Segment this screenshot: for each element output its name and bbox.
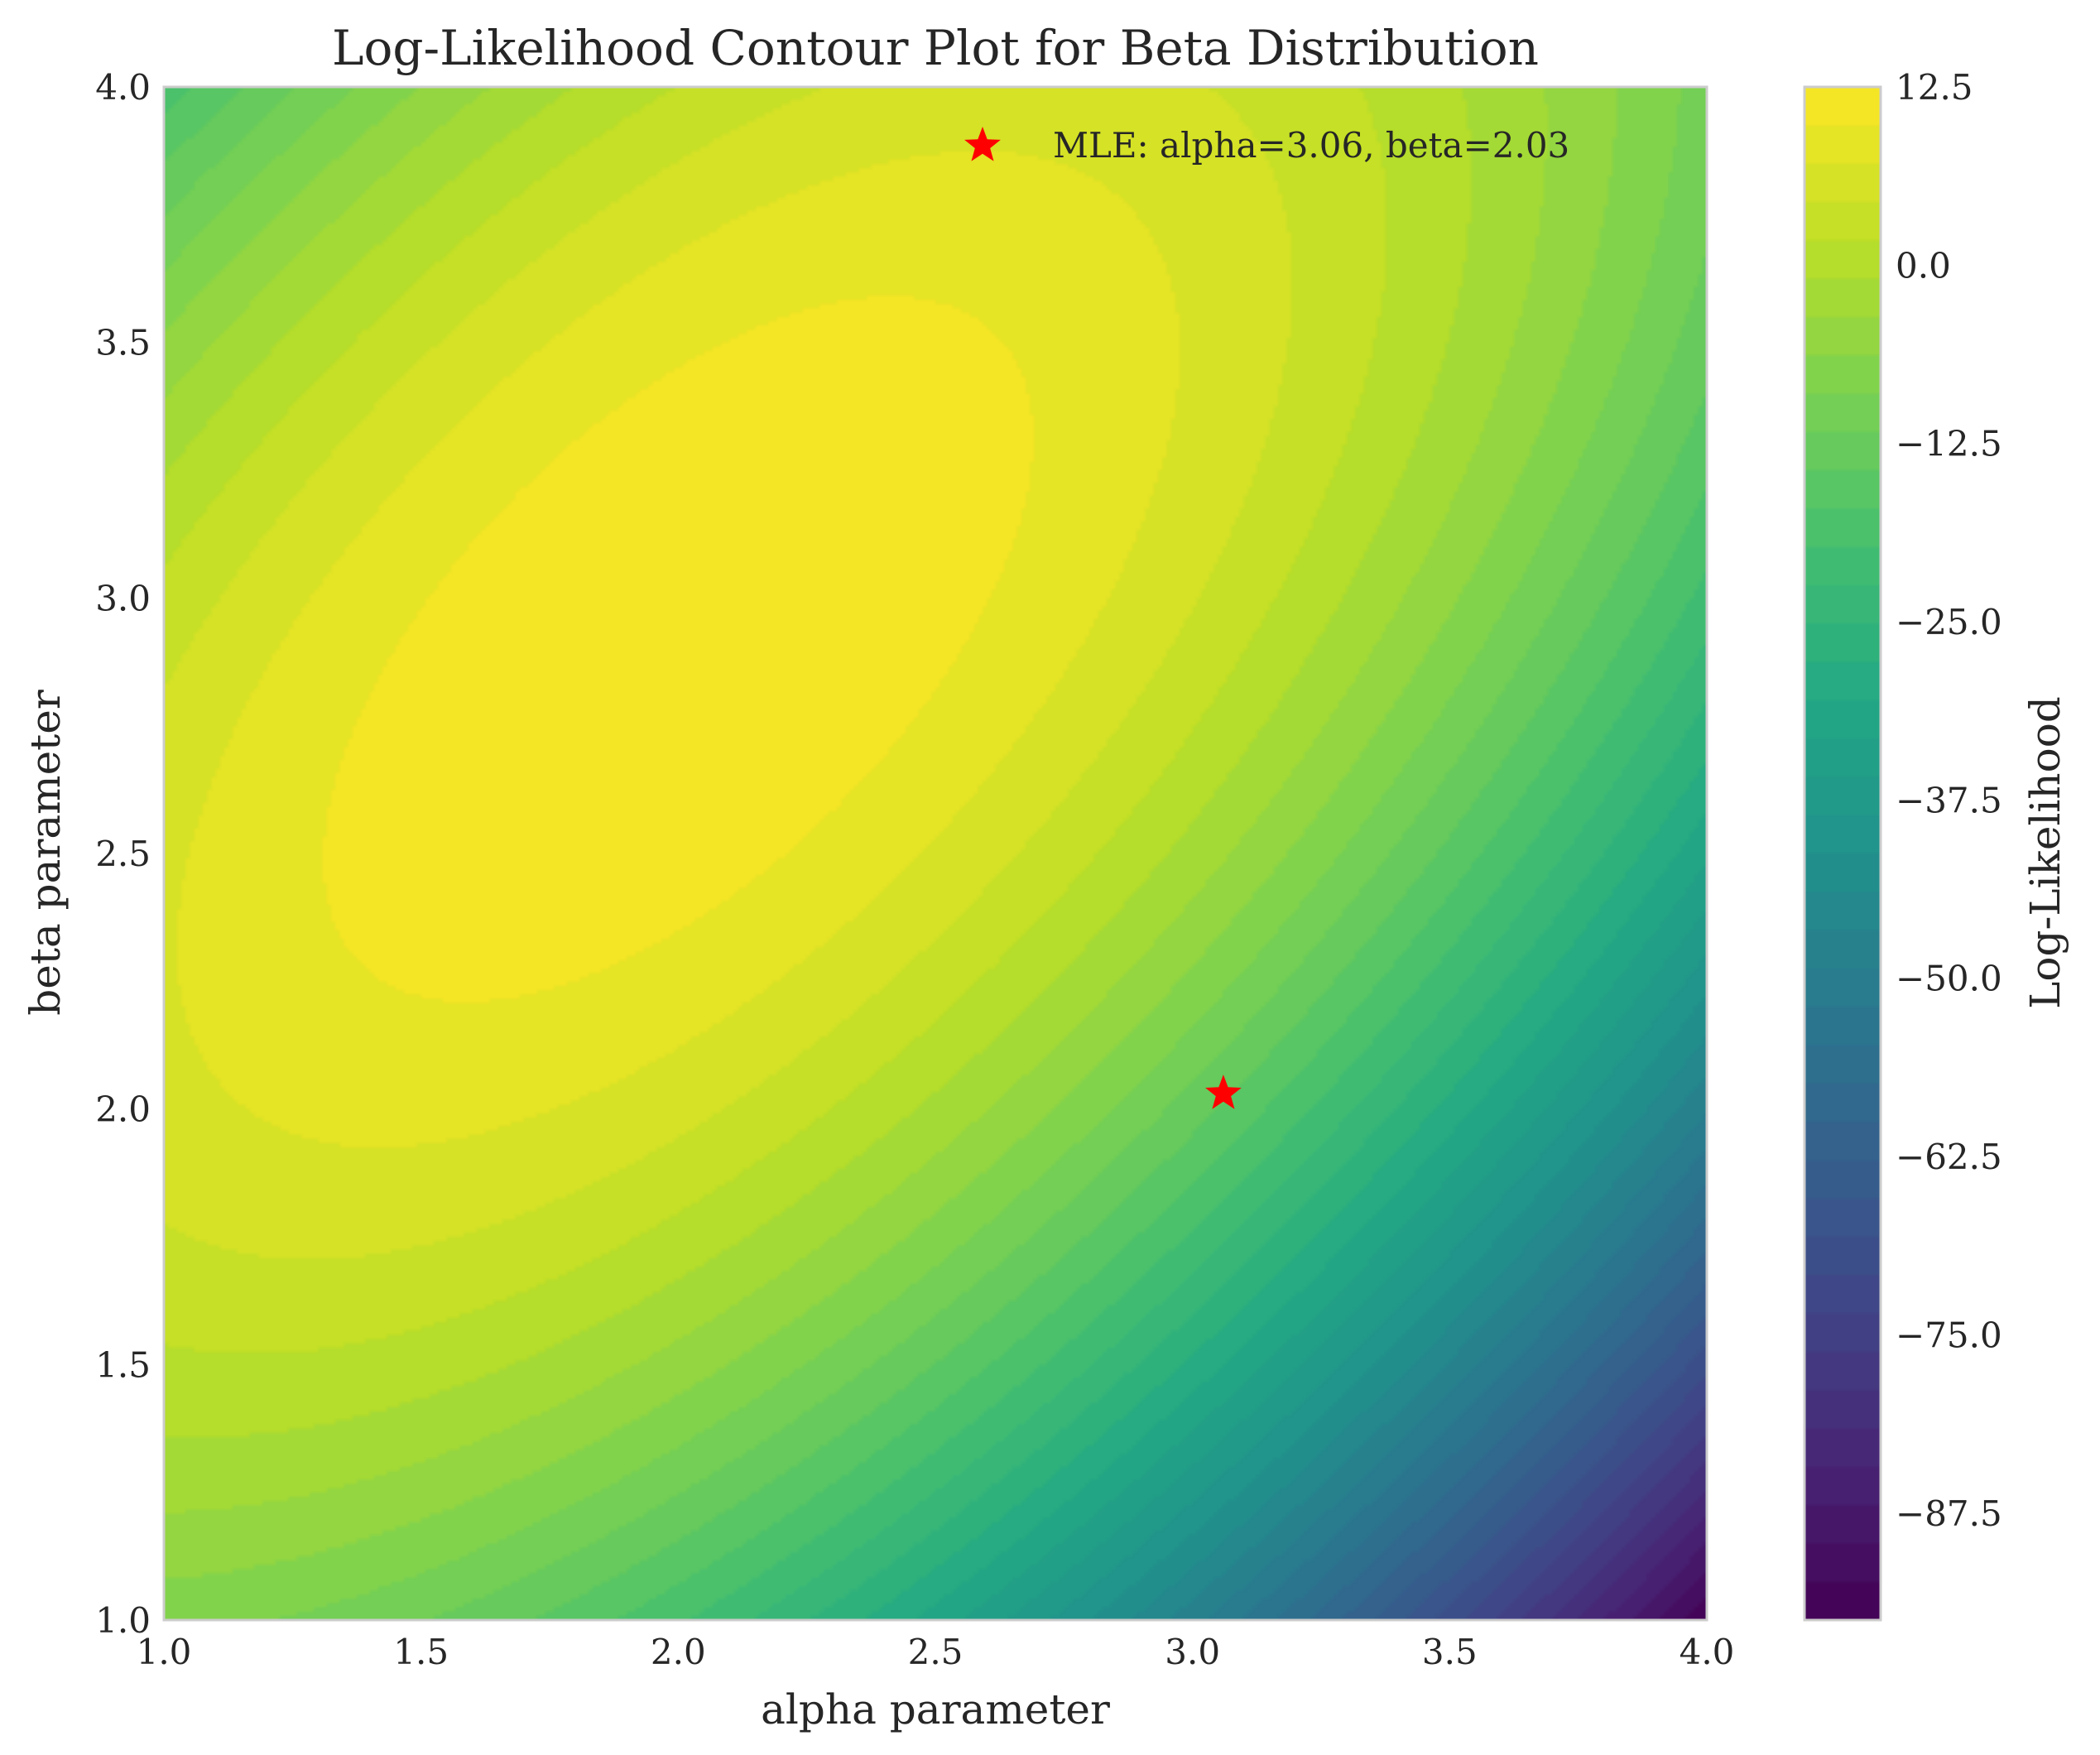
colorbar-tick-label: 12.5 [1896,67,1973,108]
legend-star-icon [964,127,1001,161]
x-axis-label: alpha parameter [761,1685,1110,1733]
colorbar-tick-label: −25.0 [1896,602,2002,642]
x-tick-label: 1.0 [137,1632,192,1672]
colorbar-label: Log-Likelihood [2021,696,2069,1009]
x-tick-label: 4.0 [1680,1632,1735,1672]
x-tick-label: 2.0 [651,1632,706,1672]
y-axis-label: beta parameter [22,690,70,1016]
y-tick-label: 2.5 [95,834,151,874]
chart-title: Log-Likelihood Contour Plot for Beta Dis… [332,20,1539,76]
colorbar-gradient [1804,87,1881,1620]
mle-point-star [1205,1075,1242,1109]
x-tick-label: 1.5 [393,1632,449,1672]
y-tick-label: 3.5 [95,323,151,363]
x-axis-ticks: 1.0 1.5 2.0 2.5 3.0 3.5 4.0 [137,1632,1735,1672]
x-tick-label: 3.0 [1165,1632,1220,1672]
colorbar-tick-label: −62.5 [1896,1137,2002,1177]
y-tick-label: 1.5 [95,1344,151,1385]
mle-series [1205,1075,1242,1109]
colorbar-tick-label: −37.5 [1896,780,2002,820]
colorbar-tick-label: −75.0 [1896,1315,2002,1355]
colorbar-tick-label: −12.5 [1896,424,2002,464]
x-tick-label: 3.5 [1422,1632,1478,1672]
contour-fill [164,87,1707,1620]
y-axis-ticks: 1.0 1.5 2.0 2.5 3.0 3.5 4.0 [95,67,151,1641]
y-tick-label: 1.0 [95,1600,151,1641]
plot-area [162,85,1708,1622]
legend: MLE: alpha=3.06, beta=2.03 [964,125,1569,166]
legend-entry-label: MLE: alpha=3.06, beta=2.03 [1053,125,1569,166]
colorbar-frame [1803,85,1882,1622]
y-tick-label: 3.0 [95,578,151,618]
colorbar: 12.5 0.0 −12.5 −25.0 −37.5 −50.0 −62.5 −75.0 −87… [1803,67,2069,1622]
x-tick-label: 2.5 [908,1632,964,1672]
colorbar-tick-label: −50.0 [1896,959,2002,999]
colorbar-ticks: 12.5 0.0 −12.5 −25.0 −37.5 −50.0 −62.5 −75.0 −87… [1896,67,2002,1534]
plot-frame [162,85,1708,1622]
colorbar-tick-label: 0.0 [1896,245,1951,286]
colorbar-tick-label: −87.5 [1896,1493,2002,1534]
y-tick-label: 2.0 [95,1089,151,1130]
y-tick-label: 4.0 [95,67,151,108]
